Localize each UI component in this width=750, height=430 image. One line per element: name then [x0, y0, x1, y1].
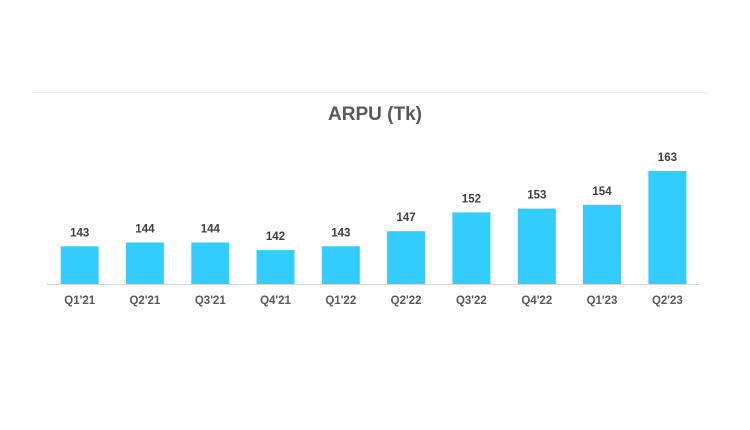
bar-Q1'23	[583, 204, 621, 284]
x-tick-label: Q2'23	[652, 295, 683, 307]
data-label: 153	[527, 190, 546, 202]
x-tick-label: Q3'22	[456, 295, 487, 307]
bar-Q2'23	[648, 170, 687, 284]
bar-Q4'21	[256, 250, 295, 284]
bar-Q1'21	[60, 246, 99, 284]
data-label: 142	[266, 231, 285, 243]
chart-title: ARPU (Tk)	[328, 104, 422, 125]
x-tick-label: Q2'21	[129, 295, 160, 307]
data-label: 143	[70, 227, 89, 239]
x-tick-label: Q1'21	[64, 295, 95, 307]
data-label: 147	[397, 212, 416, 224]
data-label: 152	[462, 193, 481, 205]
data-label: 163	[658, 152, 677, 164]
data-label: 144	[201, 224, 221, 236]
x-tick-label: Q3'21	[195, 295, 226, 307]
data-label: 144	[135, 224, 155, 236]
data-label: 143	[331, 227, 350, 239]
x-tick-label: Q4'22	[521, 295, 552, 307]
x-tick-label: Q4'21	[260, 295, 291, 307]
bar-Q2'21	[125, 242, 164, 284]
bar-Q4'22	[517, 208, 556, 284]
x-tick-label: Q2'22	[391, 295, 422, 307]
bar-Q3'22	[452, 212, 491, 284]
bar-Q1'22	[321, 246, 360, 284]
top-divider	[32, 92, 708, 93]
bar-Q3'21	[191, 242, 230, 284]
x-tick-label: Q1'22	[325, 295, 356, 307]
x-tick-label: Q1'23	[587, 295, 618, 307]
bar-Q2'22	[387, 231, 426, 284]
data-label: 154	[592, 186, 612, 198]
